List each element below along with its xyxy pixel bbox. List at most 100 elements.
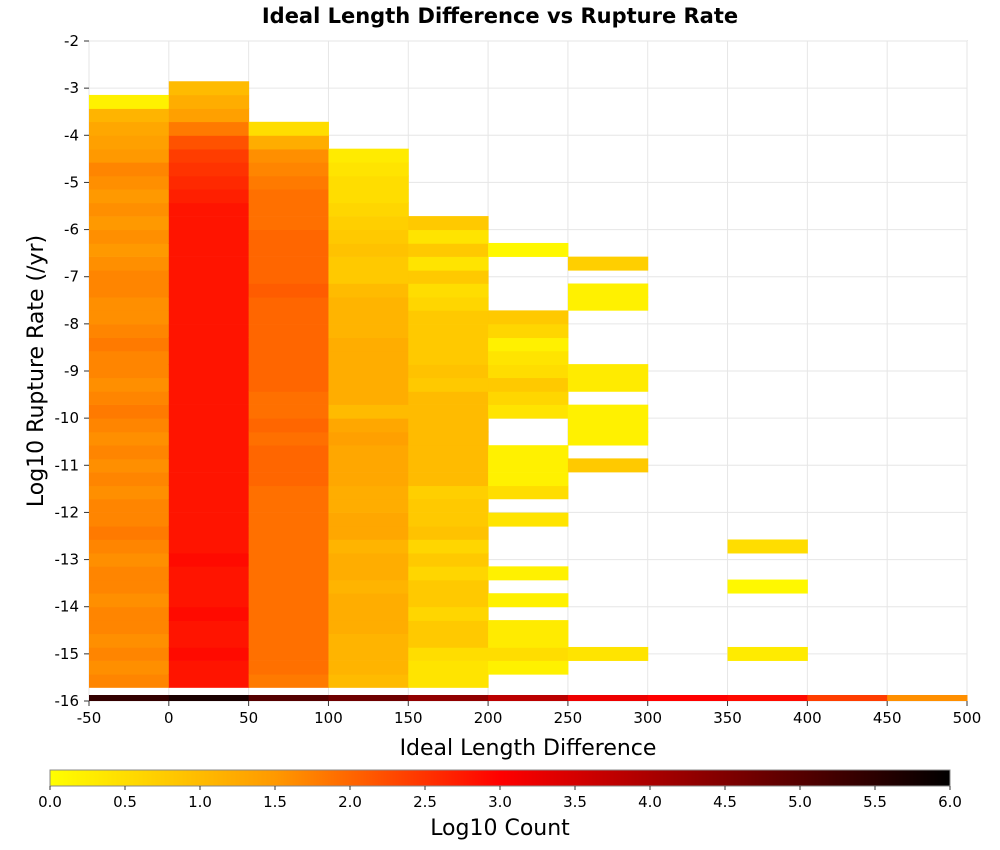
heatmap-cell [248, 525, 329, 540]
heatmap-cell [328, 606, 409, 621]
x-tick-label: 300 [633, 709, 662, 727]
heatmap-cell-overflow [887, 695, 968, 701]
heatmap-cell [488, 310, 569, 325]
heatmap-cell [567, 431, 649, 446]
heatmap-cell [168, 485, 250, 500]
colorbar-tick-label: 5.0 [788, 793, 812, 811]
heatmap-cell [89, 593, 170, 608]
heatmap-cell [89, 566, 170, 581]
heatmap-cell [488, 660, 569, 675]
heatmap-cell [248, 229, 329, 244]
heatmap-cell [168, 660, 250, 675]
heatmap-cells [89, 81, 968, 701]
heatmap-cell [488, 566, 569, 581]
heatmap-cell [248, 673, 329, 688]
heatmap-cell [248, 216, 329, 231]
x-tick-label: 400 [793, 709, 822, 727]
heatmap-cell [89, 472, 170, 487]
heatmap-cell [408, 296, 489, 311]
heatmap-cell [328, 525, 409, 540]
colorbar-tick-label: 0.5 [113, 793, 137, 811]
colorbar-tick-label: 3.0 [488, 793, 512, 811]
heatmap-cell [488, 485, 569, 500]
heatmap-cell [168, 256, 250, 271]
heatmap-cell [567, 377, 649, 392]
heatmap-cell [408, 256, 489, 271]
heatmap-cell [408, 472, 489, 487]
heatmap-cell-overflow [807, 695, 888, 701]
heatmap-cell [248, 566, 329, 581]
heatmap-cell [408, 324, 489, 339]
heatmap-cell [328, 498, 409, 513]
heatmap-cell [408, 364, 489, 379]
heatmap-cell [89, 633, 170, 648]
heatmap-cell [168, 377, 250, 392]
heatmap-cell [328, 418, 409, 433]
heatmap-cell [328, 350, 409, 365]
heatmap-cell [168, 229, 250, 244]
y-tick-label: -14 [55, 598, 80, 616]
heatmap-cell [408, 310, 489, 325]
heatmap-cell [248, 283, 329, 298]
heatmap-cell [248, 242, 329, 257]
x-axis-ticks: -50 0 50 100 150 200 250 300 350 400 450 500 [77, 701, 981, 727]
colorbar-ticks: 0.0 0.5 1.0 1.5 2.0 2.5 3.0 3.5 4.0 4.5 5.0 5.5 6.0 [38, 786, 962, 811]
heatmap-cell [408, 229, 489, 244]
heatmap-cell [89, 458, 170, 473]
heatmap-cell-overflow [408, 695, 489, 701]
heatmap-cell [408, 283, 489, 298]
x-tick-label: 350 [713, 709, 742, 727]
heatmap-cell [248, 148, 329, 163]
heatmap-cell [89, 148, 170, 163]
heatmap-cell [408, 660, 489, 675]
heatmap-cell [328, 175, 409, 190]
heatmap-cell [328, 189, 409, 204]
colorbar: 0.0 0.5 1.0 1.5 2.0 2.5 3.0 3.5 4.0 4.5 5.0 5.5 6.0 … [38, 769, 962, 841]
colorbar-tick-label: 6.0 [938, 793, 962, 811]
colorbar-gradient [49, 769, 951, 787]
heatmap-cell [168, 337, 250, 352]
y-tick-label: -4 [64, 126, 79, 144]
heatmap-cell-overflow [328, 695, 409, 701]
heatmap-cell [488, 472, 569, 487]
heatmap-cell [168, 418, 250, 433]
heatmap-cell [328, 283, 409, 298]
heatmap-cell [168, 445, 250, 460]
heatmap-cell [567, 364, 649, 379]
colorbar-tick-label: 4.0 [638, 793, 662, 811]
heatmap-cell [89, 418, 170, 433]
heatmap-cell [408, 552, 489, 567]
heatmap-cell [248, 404, 329, 419]
y-tick-label: -7 [64, 268, 79, 286]
heatmap-cell [248, 512, 329, 527]
heatmap-cell [168, 673, 250, 688]
heatmap-cell [248, 135, 329, 150]
y-tick-label: -6 [64, 221, 79, 239]
heatmap-cell [89, 135, 170, 150]
heatmap-cell [408, 377, 489, 392]
heatmap-cell [168, 108, 250, 123]
heatmap-cell [328, 633, 409, 648]
heatmap-cell [408, 458, 489, 473]
x-tick-label: 100 [314, 709, 343, 727]
heatmap-cell [408, 579, 489, 594]
x-tick-label: -50 [77, 709, 102, 727]
heatmap-cell [408, 445, 489, 460]
heatmap-cell [328, 324, 409, 339]
heatmap-cell [328, 377, 409, 392]
colorbar-tick-label: 2.0 [338, 793, 362, 811]
heatmap-cell [89, 539, 170, 554]
heatmap-cell [248, 579, 329, 594]
heatmap-cell [89, 525, 170, 540]
heatmap-cell [168, 472, 250, 487]
heatmap-cell [89, 162, 170, 177]
heatmap-cell [328, 579, 409, 594]
heatmap-cell [328, 566, 409, 581]
heatmap-cell [168, 94, 250, 109]
heatmap-cell [408, 269, 489, 284]
heatmap-cell [168, 404, 250, 419]
heatmap-cell [488, 390, 569, 405]
heatmap-cell [408, 418, 489, 433]
heatmap-cell [168, 162, 250, 177]
heatmap-cell [567, 283, 649, 298]
